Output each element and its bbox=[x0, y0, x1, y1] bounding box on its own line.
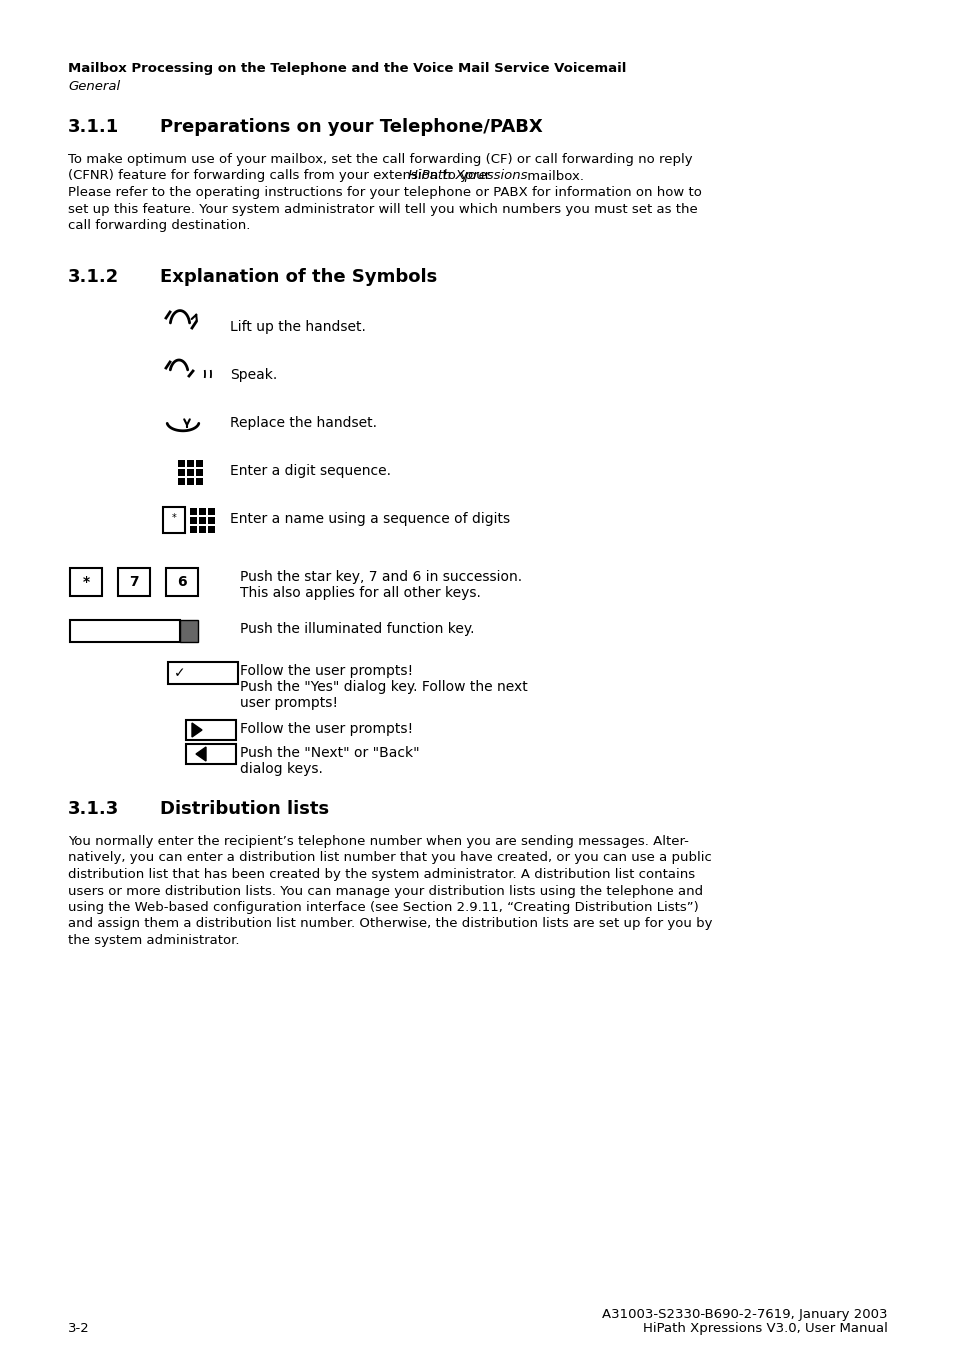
Bar bbox=[188, 477, 194, 484]
Bar bbox=[178, 469, 185, 476]
Bar bbox=[199, 526, 206, 533]
Bar bbox=[178, 477, 185, 484]
Text: 3.1.1: 3.1.1 bbox=[68, 118, 119, 137]
Text: natively, you can enter a distribution list number that you have created, or you: natively, you can enter a distribution l… bbox=[68, 852, 711, 864]
Text: (CFNR) feature for forwarding calls from your extension to your: (CFNR) feature for forwarding calls from… bbox=[68, 169, 494, 183]
Text: 3.1.3: 3.1.3 bbox=[68, 800, 119, 818]
Text: 6: 6 bbox=[177, 575, 187, 589]
Text: *: * bbox=[172, 512, 176, 523]
Bar bbox=[191, 526, 197, 533]
Bar bbox=[191, 507, 197, 515]
Text: Push the illuminated function key.: Push the illuminated function key. bbox=[240, 622, 474, 635]
Bar bbox=[188, 469, 194, 476]
Text: user prompts!: user prompts! bbox=[240, 696, 337, 710]
Text: Enter a name using a sequence of digits: Enter a name using a sequence of digits bbox=[230, 512, 510, 526]
Text: Distribution lists: Distribution lists bbox=[160, 800, 329, 818]
Text: 3-2: 3-2 bbox=[68, 1322, 90, 1334]
Text: This also applies for all other keys.: This also applies for all other keys. bbox=[240, 585, 480, 600]
Text: distribution list that has been created by the system administrator. A distribut: distribution list that has been created … bbox=[68, 868, 695, 882]
Bar bbox=[163, 507, 185, 533]
Text: Push the star key, 7 and 6 in succession.: Push the star key, 7 and 6 in succession… bbox=[240, 571, 521, 584]
Bar bbox=[199, 507, 206, 515]
Bar bbox=[166, 568, 198, 596]
Text: ✓: ✓ bbox=[173, 667, 186, 680]
Bar bbox=[178, 460, 185, 466]
Text: the system administrator.: the system administrator. bbox=[68, 934, 239, 946]
Text: Push the "Next" or "Back": Push the "Next" or "Back" bbox=[240, 746, 419, 760]
Bar bbox=[196, 477, 203, 484]
Bar bbox=[70, 568, 102, 596]
Text: A31003-S2330-B690-2-7619, January 2003: A31003-S2330-B690-2-7619, January 2003 bbox=[602, 1307, 887, 1321]
Text: Follow the user prompts!: Follow the user prompts! bbox=[240, 722, 413, 735]
Text: Follow the user prompts!: Follow the user prompts! bbox=[240, 664, 413, 677]
Text: Mailbox Processing on the Telephone and the Voice Mail Service Voicemail: Mailbox Processing on the Telephone and … bbox=[68, 62, 626, 74]
Bar bbox=[209, 507, 215, 515]
Bar bbox=[186, 744, 235, 764]
Text: set up this feature. Your system administrator will tell you which numbers you m: set up this feature. Your system adminis… bbox=[68, 203, 697, 215]
Text: and assign them a distribution list number. Otherwise, the distribution lists ar: and assign them a distribution list numb… bbox=[68, 918, 712, 930]
Text: Speak.: Speak. bbox=[230, 368, 277, 383]
Bar bbox=[199, 516, 206, 523]
Text: General: General bbox=[68, 80, 120, 93]
Text: Enter a digit sequence.: Enter a digit sequence. bbox=[230, 464, 391, 479]
Bar bbox=[188, 460, 194, 466]
Text: HiPath Xpressions: HiPath Xpressions bbox=[408, 169, 527, 183]
Text: Explanation of the Symbols: Explanation of the Symbols bbox=[160, 268, 436, 287]
Polygon shape bbox=[195, 748, 206, 761]
Text: Please refer to the operating instructions for your telephone or PABX for inform: Please refer to the operating instructio… bbox=[68, 187, 701, 199]
Text: call forwarding destination.: call forwarding destination. bbox=[68, 219, 250, 233]
Bar bbox=[191, 516, 197, 523]
Text: To make optimum use of your mailbox, set the call forwarding (CF) or call forwar: To make optimum use of your mailbox, set… bbox=[68, 153, 692, 166]
Bar bbox=[209, 516, 215, 523]
Text: dialog keys.: dialog keys. bbox=[240, 763, 322, 776]
Text: Replace the handset.: Replace the handset. bbox=[230, 416, 376, 430]
Text: Preparations on your Telephone/PABX: Preparations on your Telephone/PABX bbox=[160, 118, 542, 137]
Text: Push the "Yes" dialog key. Follow the next: Push the "Yes" dialog key. Follow the ne… bbox=[240, 680, 527, 694]
Text: mailbox.: mailbox. bbox=[522, 169, 583, 183]
Text: You normally enter the recipient’s telephone number when you are sending message: You normally enter the recipient’s telep… bbox=[68, 836, 688, 848]
Text: users or more distribution lists. You can manage your distribution lists using t: users or more distribution lists. You ca… bbox=[68, 884, 702, 898]
Text: using the Web-based configuration interface (see Section 2.9.11, “Creating Distr: using the Web-based configuration interf… bbox=[68, 900, 698, 914]
Bar bbox=[118, 568, 150, 596]
Bar bbox=[70, 621, 180, 642]
Text: 7: 7 bbox=[129, 575, 139, 589]
Bar bbox=[209, 526, 215, 533]
Text: Lift up the handset.: Lift up the handset. bbox=[230, 320, 366, 334]
Bar bbox=[196, 469, 203, 476]
Bar bbox=[186, 721, 235, 740]
Text: *: * bbox=[82, 575, 90, 589]
Text: 3.1.2: 3.1.2 bbox=[68, 268, 119, 287]
Text: HiPath Xpressions V3.0, User Manual: HiPath Xpressions V3.0, User Manual bbox=[642, 1322, 887, 1334]
Bar bbox=[180, 621, 198, 642]
Polygon shape bbox=[192, 723, 202, 737]
Bar bbox=[196, 460, 203, 466]
Bar bbox=[168, 662, 237, 684]
